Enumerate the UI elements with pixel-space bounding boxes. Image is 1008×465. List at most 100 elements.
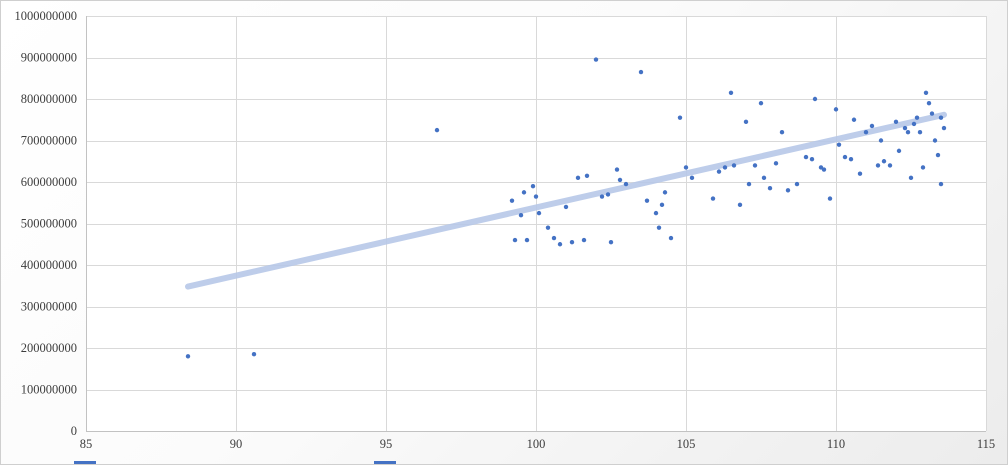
data-point (833, 107, 839, 112)
bottom-edge-mark-right (374, 461, 396, 464)
data-point (683, 165, 689, 170)
data-point (599, 194, 605, 199)
data-point (575, 175, 581, 181)
data-point (677, 115, 683, 120)
data-point (914, 115, 920, 120)
data-point (836, 142, 842, 147)
data-point (746, 181, 752, 187)
x-tick-label: 100 (527, 437, 546, 451)
x-tick-label: 90 (230, 437, 243, 451)
y-tick-label: 600000000 (21, 175, 77, 189)
data-point (902, 125, 908, 131)
data-point (731, 163, 737, 168)
data-point (926, 100, 932, 106)
data-point (617, 177, 623, 183)
data-point (878, 138, 884, 143)
data-point (881, 159, 887, 164)
data-point (908, 175, 914, 181)
data-point (767, 186, 773, 191)
data-point (737, 202, 743, 208)
y-tick-label: 800000000 (21, 92, 77, 106)
data-point (932, 138, 938, 143)
data-point (653, 210, 659, 216)
data-point (863, 130, 869, 135)
data-point (941, 125, 947, 131)
data-point (809, 156, 815, 162)
data-point (662, 190, 668, 195)
data-point (938, 115, 944, 120)
data-point (923, 90, 929, 95)
data-point (896, 148, 902, 154)
y-tick-label: 200000000 (21, 341, 77, 355)
data-point (638, 69, 644, 75)
data-point (929, 111, 935, 116)
data-point (938, 181, 944, 187)
data-point (893, 119, 899, 125)
data-point (743, 119, 749, 125)
x-tick-label: 105 (677, 437, 696, 451)
data-point (545, 225, 551, 230)
x-tick-label: 85 (80, 437, 93, 451)
data-point (605, 192, 611, 197)
y-tick-label: 1000000000 (15, 9, 78, 23)
data-point (752, 163, 758, 168)
x-tick-label: 115 (977, 437, 995, 451)
data-point (251, 352, 257, 357)
data-point (758, 100, 764, 106)
data-point (794, 181, 800, 187)
data-point (821, 167, 827, 172)
data-point (689, 175, 695, 181)
data-point (920, 165, 926, 170)
data-point (935, 152, 941, 158)
data-point (722, 165, 728, 170)
data-point (569, 239, 575, 245)
data-point (530, 183, 536, 189)
y-tick-label: 100000000 (21, 383, 77, 397)
data-point (779, 130, 785, 135)
y-tick-label: 400000000 (21, 258, 77, 272)
data-point (761, 175, 767, 181)
data-point (584, 173, 590, 178)
y-tick-label: 700000000 (21, 134, 77, 148)
data-point (905, 130, 911, 135)
x-tick-label: 110 (827, 437, 845, 451)
data-point (524, 237, 530, 243)
data-point (728, 90, 734, 95)
x-tick-label: 95 (380, 437, 393, 451)
data-point (608, 239, 614, 245)
data-point (434, 127, 440, 133)
y-tick-label: 900000000 (21, 51, 77, 65)
bottom-edge-mark-left (74, 461, 96, 464)
data-point (848, 156, 854, 162)
data-point (521, 190, 527, 195)
data-point (644, 198, 650, 203)
trendline (185, 111, 947, 290)
data-point (773, 161, 779, 166)
data-point (509, 198, 515, 203)
data-point (623, 181, 629, 187)
data-point (917, 130, 923, 135)
data-point (593, 57, 599, 62)
data-point (656, 225, 662, 230)
data-point (581, 237, 587, 243)
data-point (551, 235, 557, 241)
data-point (785, 188, 791, 193)
data-point (812, 96, 818, 102)
data-point (851, 117, 857, 122)
data-point (710, 196, 716, 201)
data-point (827, 196, 833, 201)
data-point (875, 163, 881, 168)
data-point (563, 204, 569, 210)
data-point (536, 210, 542, 216)
y-tick-label: 0 (71, 424, 77, 438)
data-point (512, 237, 518, 243)
data-point (518, 213, 524, 218)
data-point (557, 242, 563, 247)
data-point (842, 154, 848, 160)
data-point (803, 154, 809, 160)
data-point (659, 202, 665, 208)
data-point (668, 235, 674, 241)
data-point (869, 123, 875, 129)
